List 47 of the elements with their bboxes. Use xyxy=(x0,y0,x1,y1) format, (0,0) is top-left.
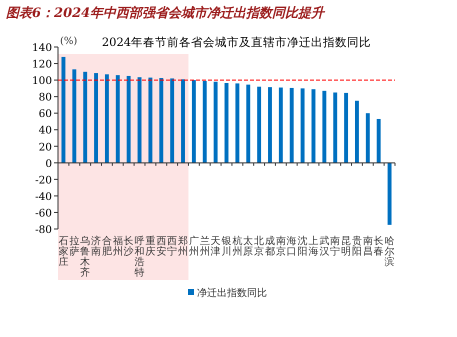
x-tick-label: 杭州 xyxy=(231,235,242,258)
x-tick-label: 长沙 xyxy=(124,235,134,258)
x-tick-label: 广州 xyxy=(188,235,199,258)
x-tick-label: 北京 xyxy=(254,235,264,258)
x-tick-label: 郑州 xyxy=(178,235,188,258)
x-tick-label: 贵阳 xyxy=(352,235,362,258)
y-tick-label: -20 xyxy=(35,174,52,186)
x-tick-label: 呼和浩特 xyxy=(134,235,145,278)
y-axis-title: (%) xyxy=(60,36,78,47)
x-tick-label: 南宁 xyxy=(330,235,340,258)
x-tick-label: 昆明 xyxy=(341,236,352,258)
legend-label: 净迁出指数同比 xyxy=(197,287,267,299)
x-tick-label: 银川 xyxy=(220,236,232,258)
x-tick-label: 石家庄 xyxy=(58,236,68,268)
x-tick-label: 天津 xyxy=(210,236,221,258)
y-tick-label: 60 xyxy=(38,108,52,120)
x-tick-label: 太原 xyxy=(243,235,254,258)
y-tick-label: 0 xyxy=(45,158,52,170)
x-tick-label: 哈尔滨 xyxy=(384,235,395,268)
x-tick-label: 拉萨 xyxy=(69,235,80,258)
x-tick-label: 济南 xyxy=(91,235,102,258)
x-tick-label: 海口 xyxy=(286,235,297,258)
x-tick-label: 西安 xyxy=(156,236,166,258)
y-tick-label: -60 xyxy=(35,207,52,220)
y-tick-label: 80 xyxy=(38,92,52,104)
x-tick-label: 长春 xyxy=(374,235,384,258)
x-tick-label: 上海 xyxy=(308,235,318,258)
y-tick-label: -40 xyxy=(35,190,52,203)
x-tick-label: 兰州 xyxy=(200,235,210,258)
y-tick-label: 140 xyxy=(32,42,52,54)
x-tick-label: 乌鲁木齐 xyxy=(80,235,90,278)
y-tick-label: 40 xyxy=(38,124,52,137)
y-tick-label: 120 xyxy=(32,58,52,71)
x-tick-label: 合肥 xyxy=(102,235,112,258)
x-tick-label: 重庆 xyxy=(145,235,156,258)
chart-subtitle: 2024年春节前各省会城市及直辖市净迁出指数同比 xyxy=(102,35,372,49)
y-tick-label: 100 xyxy=(32,75,52,88)
chart-title: 图表6：2024年中西部强省会城市净迁出指数同比提升 xyxy=(6,5,326,21)
y-tick-label: -80 xyxy=(35,224,52,236)
x-tick-label: 南昌 xyxy=(362,235,373,258)
x-tick-label: 福州 xyxy=(112,235,123,258)
x-tick-label: 成都 xyxy=(264,235,275,258)
x-tick-label: 沈阳 xyxy=(298,235,308,258)
y-tick-label: 20 xyxy=(38,141,52,154)
x-tick-label: 武汉 xyxy=(319,235,330,258)
x-tick-label: 南京 xyxy=(276,235,286,258)
x-tick-label: 西宁 xyxy=(167,236,178,258)
